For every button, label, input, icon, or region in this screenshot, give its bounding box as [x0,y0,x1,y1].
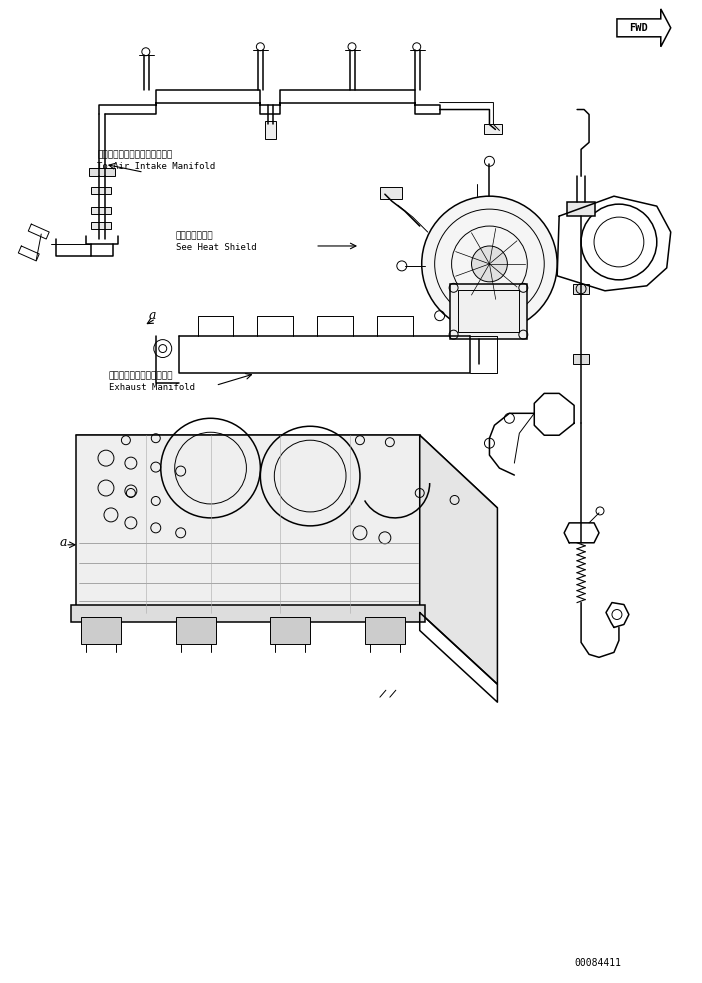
Polygon shape [617,9,670,47]
Bar [91,187,111,195]
Bar [265,122,277,140]
Bar [449,284,527,338]
Text: a: a [59,537,67,549]
Text: エアーインテークマニホールヘ: エアーインテークマニホールヘ [97,149,172,159]
Polygon shape [76,435,420,612]
Bar [573,354,589,364]
Bar [81,616,121,645]
Bar [458,290,519,331]
Bar [380,187,402,200]
Text: See Heat Shield: See Heat Shield [176,244,256,253]
Bar [91,207,111,214]
Text: FWD: FWD [630,23,648,32]
Polygon shape [76,435,498,508]
Bar [484,125,503,135]
Text: ヒートシールド: ヒートシールド [176,232,213,241]
Text: Exhaust Manifold: Exhaust Manifold [109,383,195,392]
Text: To Air Intake Manifold: To Air Intake Manifold [97,162,216,171]
Text: a: a [149,310,157,322]
Bar [71,605,425,622]
Bar [573,284,589,294]
Bar [365,616,405,645]
Circle shape [472,246,508,282]
Bar [270,616,310,645]
Bar [567,202,595,216]
Text: エキゾーストマニホールド: エキゾーストマニホールド [109,371,173,380]
Bar [89,168,115,176]
Text: 00084411: 00084411 [574,958,621,968]
Bar [176,616,216,645]
Polygon shape [420,435,498,684]
Bar [91,222,111,229]
Circle shape [422,197,557,331]
